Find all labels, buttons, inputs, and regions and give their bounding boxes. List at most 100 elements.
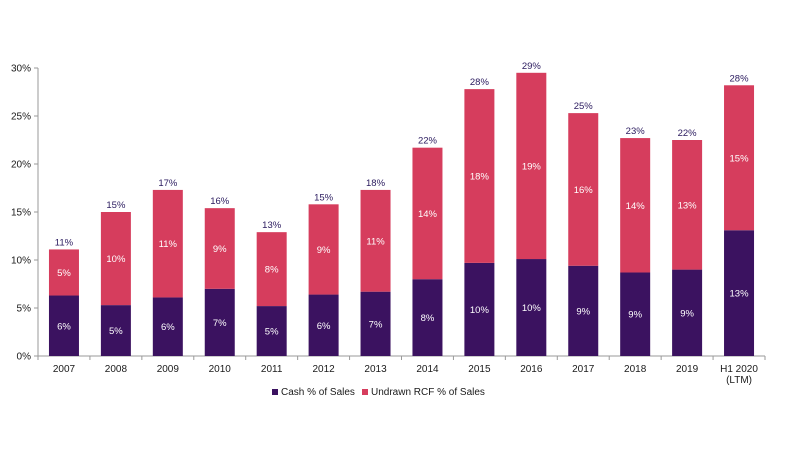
bar-undrawn-rcf xyxy=(412,147,443,280)
x-tick-label: 2009 xyxy=(157,364,180,375)
bar-undrawn-rcf xyxy=(724,85,755,231)
legend-label-cash: Cash % of Sales xyxy=(281,387,355,398)
data-label-cash: 13% xyxy=(730,289,750,300)
x-tick-label: 2014 xyxy=(416,364,439,375)
data-label-undrawn-rcf: 14% xyxy=(626,201,646,212)
data-label-undrawn-rcf: 15% xyxy=(730,153,750,164)
x-axis: 2007 2008 2009 2010 2011 2012 2013 2014 2015 2016… xyxy=(37,355,766,386)
x-tick-label: 2017 xyxy=(572,364,595,375)
bar-undrawn-rcf xyxy=(48,249,79,296)
bar-undrawn-rcf xyxy=(256,232,287,307)
data-label-cash: 9% xyxy=(628,310,642,321)
data-label-total: 28% xyxy=(730,73,750,84)
data-label-total: 11% xyxy=(55,237,74,248)
bar-cash xyxy=(672,269,703,356)
legend-label-undrawn-rcf: Undrawn RCF % of Sales xyxy=(371,387,485,398)
data-label-cash: 9% xyxy=(680,308,694,319)
data-label-total: 25% xyxy=(574,101,594,112)
bar-cash xyxy=(256,306,287,356)
bar-undrawn-rcf xyxy=(360,189,391,292)
y-tick-label: 30% xyxy=(11,64,31,75)
x-tick-label: 2015 xyxy=(468,364,491,375)
data-label-undrawn-rcf: 11% xyxy=(159,239,178,250)
y-tick-label: 5% xyxy=(17,304,32,315)
bar-cash xyxy=(516,259,547,356)
bar-cash xyxy=(308,294,339,356)
x-tick-label: 2011 xyxy=(261,364,283,375)
data-label-undrawn-rcf: 9% xyxy=(213,244,227,255)
data-label-undrawn-rcf: 19% xyxy=(522,161,542,172)
bar-cash xyxy=(724,230,755,356)
bar-cash xyxy=(412,279,443,356)
y-tick-label: 20% xyxy=(11,160,31,171)
bar-cash xyxy=(620,272,651,356)
data-label-total: 13% xyxy=(262,220,282,231)
x-tick-label: 2019 xyxy=(676,364,699,375)
x-tick-label: 2013 xyxy=(364,364,387,375)
data-label-undrawn-rcf: 13% xyxy=(678,200,698,211)
bar-cash xyxy=(568,265,599,356)
data-label-total: 15% xyxy=(106,200,126,211)
bar-undrawn-rcf xyxy=(308,204,339,295)
bar-cash xyxy=(48,295,79,356)
bar-cash xyxy=(152,297,183,356)
data-label-undrawn-rcf: 18% xyxy=(470,172,490,183)
y-tick-label: 25% xyxy=(11,112,31,123)
y-tick-label: 15% xyxy=(11,208,31,219)
bar-undrawn-rcf xyxy=(568,113,599,266)
bar-cash xyxy=(464,262,495,356)
legend-swatch-cash xyxy=(272,389,278,395)
data-label-undrawn-rcf: 11% xyxy=(366,236,385,247)
bar-undrawn-rcf xyxy=(516,72,547,260)
data-label-undrawn-rcf: 16% xyxy=(574,185,594,196)
bar-cash xyxy=(360,291,391,356)
data-label-undrawn-rcf: 5% xyxy=(57,268,71,279)
bar-undrawn-rcf xyxy=(464,89,495,263)
data-label-cash: 7% xyxy=(213,318,227,329)
data-label-undrawn-rcf: 10% xyxy=(106,254,126,265)
data-label-undrawn-rcf: 9% xyxy=(317,245,331,256)
bar-cash xyxy=(204,288,235,356)
data-label-cash: 6% xyxy=(57,321,71,332)
bar-undrawn-rcf xyxy=(152,189,183,298)
legend: Cash % of Sales Undrawn RCF % of Sales xyxy=(272,387,485,398)
x-tick-label: 2008 xyxy=(105,364,128,375)
bars xyxy=(48,72,755,356)
data-label-cash: 10% xyxy=(522,303,542,314)
data-label-cash: 5% xyxy=(265,327,279,338)
x-tick-label: 2016 xyxy=(520,364,543,375)
bar-undrawn-rcf xyxy=(620,138,651,273)
data-label-cash: 10% xyxy=(470,305,490,316)
data-label-cash: 8% xyxy=(421,313,435,324)
x-tick-label: 2007 xyxy=(53,364,76,375)
x-tick-label: 2018 xyxy=(624,364,647,375)
data-label-undrawn-rcf: 8% xyxy=(265,265,279,276)
data-label-cash: 9% xyxy=(576,306,590,317)
bar-undrawn-rcf xyxy=(204,208,235,289)
data-label-total: 15% xyxy=(314,192,334,203)
data-label-undrawn-rcf: 14% xyxy=(418,209,438,220)
x-tick-label: H1 2020 (LTM) xyxy=(720,364,758,386)
bar-undrawn-rcf xyxy=(100,212,131,306)
x-tick-label: 2010 xyxy=(209,364,232,375)
data-label-total: 22% xyxy=(418,136,438,147)
data-label-total: 16% xyxy=(210,196,230,207)
data-label-total: 28% xyxy=(470,77,490,88)
data-label-total: 29% xyxy=(522,61,542,72)
y-tick-label: 10% xyxy=(11,256,31,267)
bar-undrawn-rcf xyxy=(672,140,703,270)
data-label-total: 22% xyxy=(678,128,698,139)
legend-swatch-undrawn-rcf xyxy=(362,389,368,395)
data-label-total: 18% xyxy=(366,178,386,189)
data-label-total: 23% xyxy=(626,126,646,137)
data-label-total: 17% xyxy=(158,178,178,189)
data-labels: 6% 5% 11% 5% 10% 15% 6% 11% 17% 7% 9% 16% 5% 8% 13% 6% 9… xyxy=(55,61,749,338)
y-tick-label: 0% xyxy=(17,352,32,363)
y-axis: 0% 5% 10% 15% 20% 25% 30% xyxy=(11,64,39,363)
data-label-cash: 5% xyxy=(109,326,123,337)
x-tick-label: 2012 xyxy=(312,364,335,375)
data-label-cash: 7% xyxy=(369,319,383,330)
data-label-cash: 6% xyxy=(317,321,331,332)
